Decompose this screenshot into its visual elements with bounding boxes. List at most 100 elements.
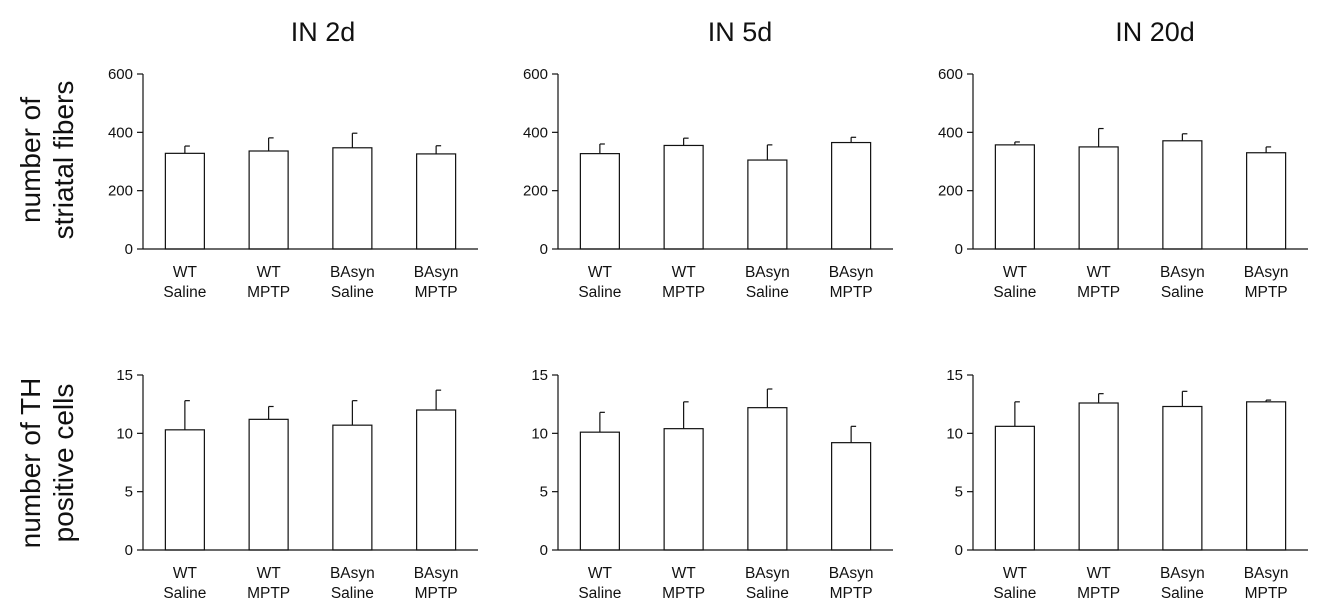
bar-panel: WT Saline WT MPTP BAsyn Saline BAsyn MPTP 0 200 40… bbox=[523, 66, 893, 301]
bar bbox=[663, 428, 704, 551]
category-label: MPTP bbox=[662, 284, 705, 301]
y-tick-label: 400 bbox=[938, 124, 963, 141]
bar bbox=[579, 153, 620, 250]
category-label: MPTP bbox=[247, 585, 290, 602]
bar bbox=[332, 424, 373, 551]
category-label: MPTP bbox=[830, 284, 873, 301]
y-tick-label: 5 bbox=[955, 484, 963, 501]
y-tick-label: 15 bbox=[531, 367, 548, 384]
bar bbox=[248, 150, 289, 250]
bar bbox=[579, 431, 620, 551]
y-tick-label: 600 bbox=[108, 66, 133, 83]
y-tick-label: 0 bbox=[125, 241, 133, 258]
category-label: BAsyn bbox=[829, 264, 874, 281]
category-label: Saline bbox=[578, 585, 621, 602]
y-tick-label: 400 bbox=[523, 124, 548, 141]
column-titles: IN 2d IN 5d IN 20d bbox=[291, 17, 1195, 47]
category-label: MPTP bbox=[662, 585, 705, 602]
bar bbox=[1162, 140, 1203, 250]
y-tick-label: 0 bbox=[955, 542, 963, 559]
row-label-th-positive-cells: number of TH positive cells bbox=[15, 378, 79, 549]
bar bbox=[1246, 401, 1287, 551]
category-label: Saline bbox=[578, 284, 621, 301]
category-label: Saline bbox=[1161, 585, 1204, 602]
category-label: MPTP bbox=[1245, 585, 1288, 602]
category-label: WT bbox=[257, 264, 282, 281]
category-label: BAsyn bbox=[1160, 264, 1205, 281]
bar bbox=[248, 418, 289, 551]
category-label: MPTP bbox=[830, 585, 873, 602]
bar bbox=[164, 152, 205, 250]
y-tick-label: 200 bbox=[108, 183, 133, 200]
bar bbox=[831, 141, 872, 250]
category-label: Saline bbox=[331, 284, 374, 301]
category-label: BAsyn bbox=[745, 264, 790, 281]
bar bbox=[1078, 146, 1119, 250]
row-label-line-2: striatal fibers bbox=[48, 81, 79, 240]
category-label: BAsyn bbox=[1244, 264, 1289, 281]
category-label: MPTP bbox=[1245, 284, 1288, 301]
category-label: Saline bbox=[993, 284, 1036, 301]
category-label: Saline bbox=[993, 585, 1036, 602]
bar bbox=[1078, 402, 1119, 551]
category-label: WT bbox=[1087, 565, 1112, 582]
category-label: WT bbox=[257, 565, 282, 582]
category-label: MPTP bbox=[1077, 585, 1120, 602]
category-label: WT bbox=[672, 565, 697, 582]
category-label: Saline bbox=[331, 585, 374, 602]
bar bbox=[332, 147, 373, 250]
bar bbox=[831, 442, 872, 551]
category-label: MPTP bbox=[415, 585, 458, 602]
y-tick-label: 0 bbox=[540, 542, 548, 559]
category-label: Saline bbox=[163, 585, 206, 602]
category-label: WT bbox=[1087, 264, 1112, 281]
y-tick-label: 5 bbox=[125, 484, 133, 501]
y-tick-label: 5 bbox=[540, 484, 548, 501]
category-label: WT bbox=[588, 565, 613, 582]
category-label: WT bbox=[672, 264, 697, 281]
row-label-striatal-fibers: number of striatal fibers bbox=[15, 81, 79, 240]
bar bbox=[416, 153, 457, 250]
y-tick-label: 10 bbox=[116, 425, 133, 442]
y-tick-label: 0 bbox=[955, 241, 963, 258]
category-label: MPTP bbox=[1077, 284, 1120, 301]
y-tick-label: 10 bbox=[946, 425, 963, 442]
category-label: WT bbox=[588, 264, 613, 281]
row-label-line-1: number of bbox=[15, 97, 46, 223]
category-label: BAsyn bbox=[1244, 565, 1289, 582]
bar-panel: WT Saline WT MPTP BAsyn Saline BAsyn MPTP 0 5 10 15 bbox=[531, 367, 893, 602]
bar-panel: WT Saline WT MPTP BAsyn Saline BAsyn MPTP 0 5 10 15 bbox=[946, 367, 1308, 602]
bar bbox=[164, 429, 205, 551]
category-label: WT bbox=[173, 264, 198, 281]
category-label: Saline bbox=[746, 284, 789, 301]
bar-panel: WT Saline WT MPTP BAsyn Saline BAsyn MPTP 0 200 40… bbox=[938, 66, 1308, 301]
column-title-in-5d: IN 5d bbox=[708, 17, 773, 47]
y-tick-label: 0 bbox=[125, 542, 133, 559]
y-tick-label: 15 bbox=[946, 367, 963, 384]
y-tick-label: 200 bbox=[938, 183, 963, 200]
category-label: WT bbox=[1003, 264, 1028, 281]
bar bbox=[747, 407, 788, 551]
bar bbox=[663, 144, 704, 250]
category-label: Saline bbox=[163, 284, 206, 301]
plots-layer: WT Saline WT MPTP BAsyn Saline BAsyn MPTP 0 200 40… bbox=[108, 66, 1308, 602]
row-label-line-1: number of TH bbox=[15, 378, 46, 549]
column-title-in-20d: IN 20d bbox=[1115, 17, 1195, 47]
bar bbox=[994, 425, 1035, 551]
y-tick-label: 200 bbox=[523, 183, 548, 200]
bar bbox=[1162, 405, 1203, 551]
category-label: BAsyn bbox=[829, 565, 874, 582]
category-label: Saline bbox=[1161, 284, 1204, 301]
category-label: BAsyn bbox=[330, 565, 375, 582]
y-tick-label: 400 bbox=[108, 124, 133, 141]
y-tick-label: 0 bbox=[540, 241, 548, 258]
category-label: MPTP bbox=[415, 284, 458, 301]
bar-panel: WT Saline WT MPTP BAsyn Saline BAsyn MPTP 0 5 10 15 bbox=[116, 367, 478, 602]
category-label: BAsyn bbox=[414, 264, 459, 281]
category-label: WT bbox=[173, 565, 198, 582]
bar bbox=[747, 159, 788, 250]
category-label: BAsyn bbox=[745, 565, 790, 582]
category-label: BAsyn bbox=[330, 264, 375, 281]
category-label: Saline bbox=[746, 585, 789, 602]
y-tick-label: 10 bbox=[531, 425, 548, 442]
